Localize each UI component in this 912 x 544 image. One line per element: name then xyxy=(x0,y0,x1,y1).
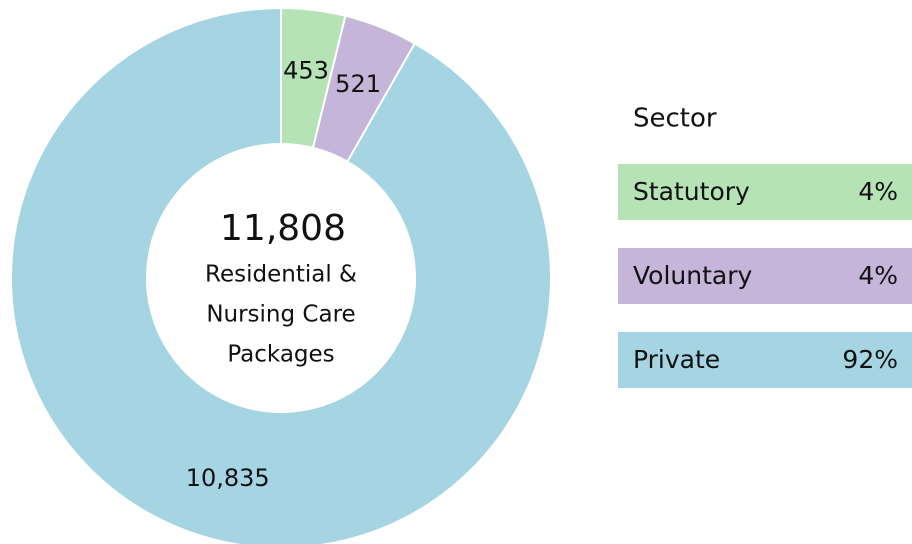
legend-title: Sector xyxy=(633,104,717,134)
legend-label: Voluntary xyxy=(633,261,752,290)
value-label: 521 xyxy=(335,70,381,98)
value-label: 10,835 xyxy=(186,464,270,492)
legend-value: 4% xyxy=(858,261,898,290)
legend-swatch xyxy=(618,248,912,304)
value-label: 453 xyxy=(283,57,329,85)
center-text: Residential & xyxy=(205,262,357,288)
legend-value: 92% xyxy=(842,345,898,374)
legend-swatch xyxy=(618,164,912,220)
legend-value: 4% xyxy=(858,177,898,206)
legend-label: Statutory xyxy=(633,177,750,206)
total-label: 11,808 xyxy=(220,208,346,249)
center-text: Packages xyxy=(227,342,334,368)
center-text: Nursing Care xyxy=(206,302,355,328)
legend-label: Private xyxy=(633,345,720,374)
donut-slice xyxy=(10,6,552,544)
legend-swatch xyxy=(618,332,912,388)
